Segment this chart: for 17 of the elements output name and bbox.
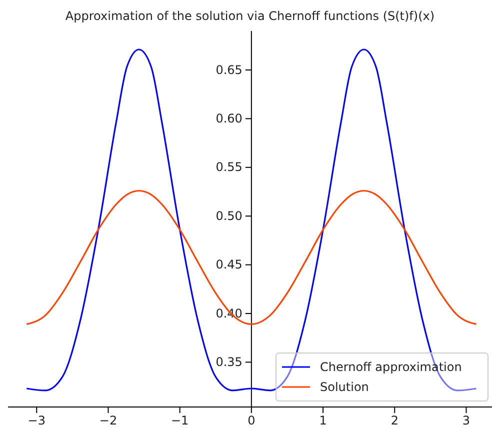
x-tick-label: −2: [99, 414, 118, 428]
x-tick-label: 3: [462, 414, 470, 428]
line-series: [26, 48, 478, 392]
y-tick-label: 0.55: [216, 160, 242, 174]
x-tick-label: 0: [248, 414, 256, 428]
x-tick-label: −3: [28, 414, 46, 428]
x-tick-label: 2: [390, 414, 398, 428]
line-series: [26, 190, 478, 325]
y-tick-label: 0.65: [216, 62, 242, 77]
y-tick-label: 0.35: [216, 355, 242, 370]
legend-label: Solution: [320, 380, 369, 394]
chart-title: Approximation of the solution via Chernoff functions (S(t)f)(x): [65, 9, 435, 23]
y-tick-label: 0.45: [216, 258, 242, 272]
y-tick-label: 0.60: [216, 112, 242, 126]
x-tick-label: −1: [170, 414, 189, 428]
y-tick-label: 0.50: [216, 208, 242, 223]
x-tick-label: 1: [319, 414, 327, 428]
